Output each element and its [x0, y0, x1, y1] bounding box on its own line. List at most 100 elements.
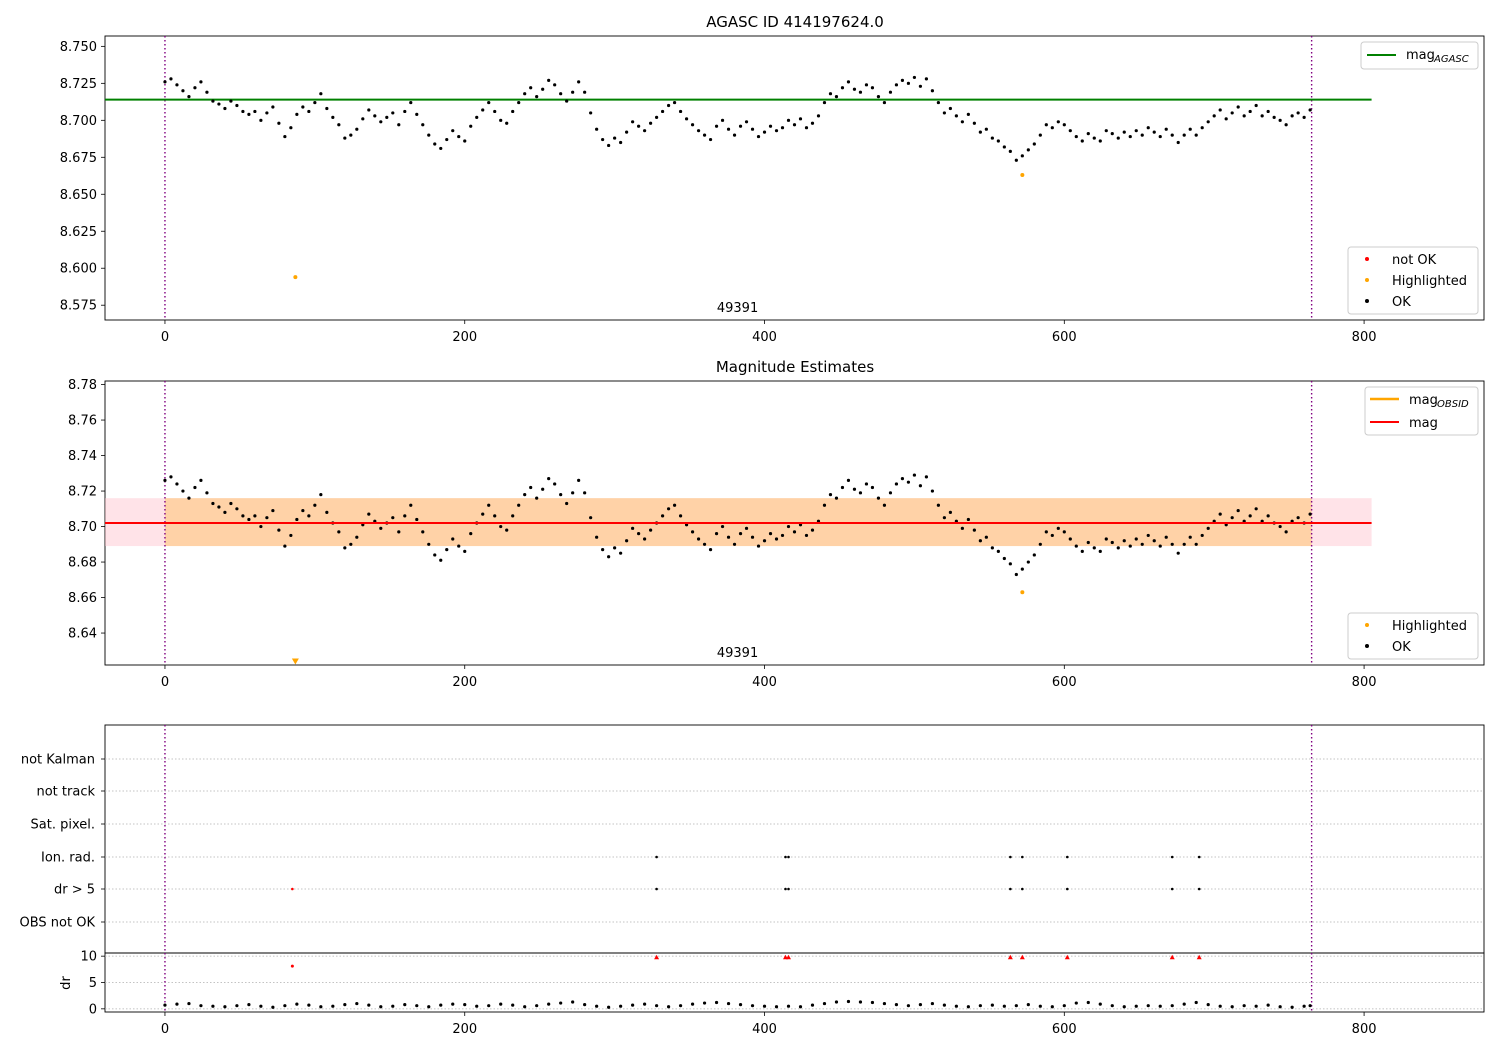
x-tick-label-2: 200 — [452, 675, 477, 690]
ok-point — [1296, 516, 1300, 520]
ok-point — [637, 124, 641, 128]
flag-point — [1009, 855, 1012, 859]
ok-point — [457, 134, 461, 139]
ok-point — [660, 109, 665, 114]
ok-point — [649, 121, 653, 125]
ok-point — [1074, 134, 1078, 139]
legend-upper — [1360, 41, 1479, 70]
dr-ok-point — [978, 1004, 982, 1008]
ok-point — [906, 81, 911, 85]
ok-point — [708, 548, 713, 552]
legend-dot-swatch — [1365, 257, 1369, 261]
dr-ok-point — [175, 1002, 179, 1006]
ok-point — [595, 535, 599, 539]
ok-point — [996, 139, 1000, 143]
dr-ok-point — [1266, 1003, 1270, 1007]
dr-ok-point — [1098, 1002, 1102, 1006]
ok-point — [193, 86, 197, 90]
ok-point — [750, 535, 755, 539]
ok-point — [511, 109, 515, 114]
ok-point — [457, 544, 461, 548]
ok-point — [696, 537, 701, 541]
ok-point — [379, 526, 383, 530]
ok-point — [1206, 526, 1210, 530]
dr-outlier-marker — [654, 954, 660, 960]
ok-point — [1032, 553, 1036, 557]
ok-point — [1050, 533, 1054, 538]
flag-point — [655, 887, 658, 891]
ok-point — [726, 127, 731, 131]
dr-ok-point — [858, 1000, 863, 1004]
legend-label: mag — [1409, 416, 1438, 431]
ok-point — [205, 491, 209, 495]
ok-point — [535, 496, 539, 500]
ok-point — [217, 505, 221, 509]
ok-point — [894, 83, 899, 87]
ok-point — [900, 477, 905, 481]
x-tick-label-1: 200 — [452, 330, 477, 345]
ok-point — [936, 100, 940, 105]
ok-point — [1290, 114, 1294, 118]
ok-point — [810, 121, 815, 125]
ok-point — [547, 78, 551, 82]
axes2-title: Magnitude Estimates — [716, 358, 874, 376]
flag-category-label: not Kalman — [21, 753, 95, 768]
ok-point — [762, 539, 767, 543]
y-tick-label-2: 8.72 — [68, 485, 97, 500]
ok-point — [625, 130, 629, 134]
ok-point — [439, 146, 443, 151]
ok-point — [1230, 516, 1234, 520]
ok-point — [205, 90, 209, 94]
ok-point — [1146, 126, 1150, 130]
dr-ok-point — [511, 1003, 515, 1007]
ok-point — [589, 111, 593, 115]
ok-point — [439, 558, 443, 562]
ok-point — [1038, 542, 1042, 546]
dr-ok-point — [547, 1002, 551, 1006]
y-tick-label-1: 8.650 — [60, 188, 97, 203]
ok-point — [403, 109, 407, 114]
ok-point — [535, 95, 539, 99]
ok-point — [169, 475, 173, 479]
y-tick-label-1: 8.725 — [60, 77, 97, 92]
x-tick-label-2: 400 — [752, 675, 777, 690]
ok-point — [493, 514, 497, 518]
ok-point — [1020, 154, 1024, 158]
dr-ok-point — [283, 1004, 287, 1008]
ok-point — [846, 80, 851, 84]
y-tick-label-1: 8.750 — [60, 40, 97, 55]
ok-point — [1206, 120, 1210, 124]
ok-point — [942, 516, 946, 520]
y-tick-label-2: 8.68 — [68, 556, 97, 571]
ok-point — [445, 137, 449, 142]
ok-point — [523, 493, 527, 497]
ok-point — [1284, 123, 1288, 127]
ok-point — [559, 493, 563, 497]
ok-point — [337, 123, 341, 127]
ok-point — [804, 126, 809, 130]
ok-point — [415, 517, 419, 522]
ok-point — [643, 129, 647, 133]
ok-point — [235, 507, 239, 511]
ok-point — [571, 90, 575, 94]
ok-point — [1194, 542, 1198, 546]
ok-point — [481, 512, 485, 516]
ok-point — [1104, 129, 1108, 133]
legend-label: Highlighted — [1392, 274, 1467, 289]
ok-point — [289, 533, 293, 538]
dr-ok-point — [1290, 1005, 1294, 1009]
ok-point — [313, 100, 317, 105]
dr-ok-point — [259, 1004, 263, 1008]
ok-point — [984, 535, 988, 539]
dr-ok-point — [1242, 1004, 1246, 1008]
highlighted-offscale-marker — [291, 658, 299, 665]
ok-point — [277, 528, 281, 532]
dr-ok-point — [403, 1003, 407, 1007]
ok-point — [541, 487, 545, 491]
ok-point — [786, 524, 791, 529]
legend-label-subscript: OBSID — [1437, 399, 1469, 410]
dr-ok-point — [343, 1003, 347, 1007]
ok-point — [942, 111, 946, 115]
dr-ok-point — [1050, 1005, 1054, 1009]
ok-point — [217, 102, 221, 106]
